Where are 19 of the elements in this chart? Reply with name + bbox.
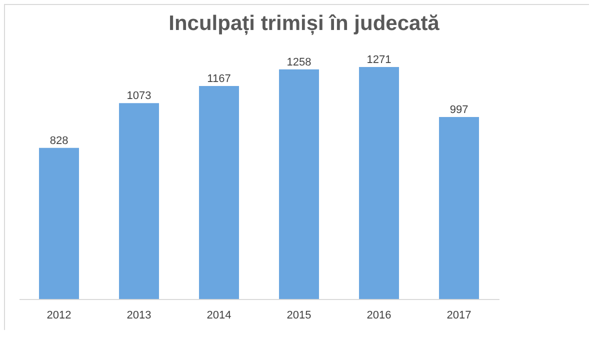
x-tick-label: 2016	[366, 310, 392, 322]
data-label: 1258	[286, 56, 312, 68]
chart-title: Inculpați trimiși în judecată	[168, 12, 440, 35]
bar	[359, 67, 399, 299]
bar	[439, 117, 479, 299]
data-label: 1167	[207, 72, 231, 85]
x-tick-label: 2014	[206, 310, 232, 322]
bar	[119, 103, 159, 299]
x-tick-label: 2012	[46, 310, 72, 322]
bar	[39, 148, 79, 299]
x-tick-label: 2015	[286, 310, 312, 322]
bar	[279, 69, 319, 299]
bar	[199, 86, 239, 299]
x-tick-label: 2013	[126, 310, 152, 322]
data-label: 1073	[126, 90, 152, 102]
x-tick-label: 2017	[446, 310, 472, 322]
data-label: 1271	[366, 54, 392, 66]
data-label: 828	[50, 134, 68, 147]
data-label: 997	[450, 104, 468, 116]
